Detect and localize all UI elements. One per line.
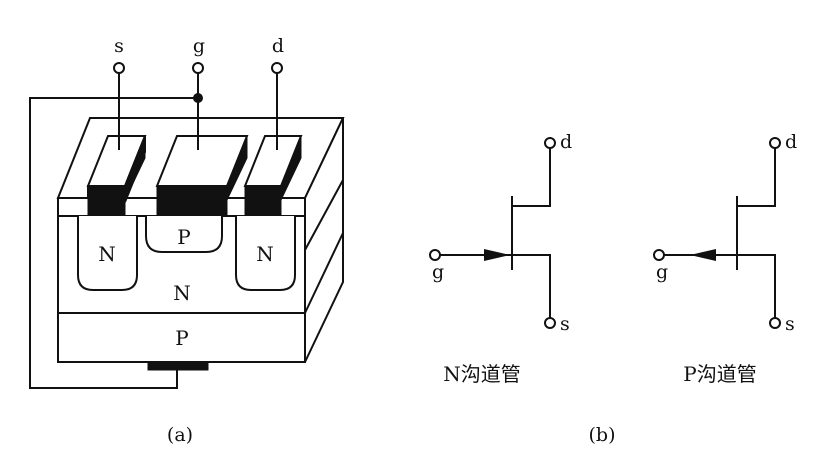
source-contact [87,197,126,217]
substrate-contact [147,361,209,371]
left-well-label: N [98,242,116,266]
left-n-well [77,216,138,291]
n-channel-symbol: d s g N沟道管 [429,131,572,386]
p-drain-wire [737,148,776,207]
n-channel-title: N沟道管 [443,362,521,386]
p-source-terminal [769,317,781,329]
n-gate-arrow-icon [484,249,510,261]
n-drain-label: d [560,131,572,153]
gate-electrode [155,135,249,201]
drain-electrode [243,135,303,201]
p-gate-arrow-icon [690,249,716,261]
gate-terminal-label: g [193,35,205,57]
drain-terminal-label: d [272,35,284,57]
drain-terminal [271,62,283,74]
p-source-wire [737,254,776,318]
n-drain-terminal [544,137,556,149]
n-source-terminal [544,317,556,329]
source-terminal [113,62,125,74]
source-electrode [86,135,147,203]
figure-a-device: N P N N P s g d (a) [29,35,345,446]
gate-contact [156,197,228,217]
drain-contact [244,197,282,217]
right-well-label: N [256,242,274,266]
right-face-boundary-lower [304,232,344,314]
p-channel-symbol: d s g P沟道管 [653,131,797,386]
p-gate-terminal [653,249,665,261]
p-gate-label: g [656,261,668,283]
p-source-label: s [785,313,795,335]
n-source-label: s [560,313,570,335]
substrate-label: P [175,326,188,350]
gate-terminal [192,62,204,74]
gate-substrate-wire [29,97,198,389]
n-gate-terminal [429,249,441,261]
p-drain-terminal [769,137,781,149]
p-drain-label: d [785,131,797,153]
n-drain-wire [512,148,551,207]
junction-dot [193,93,203,103]
gate-p-region [145,216,223,253]
right-face-boundary-upper [304,179,344,251]
source-terminal-label: s [114,35,124,57]
caption-a: (a) [167,424,193,446]
right-n-well [235,216,296,291]
channel-layer-label: N [173,281,191,305]
n-source-wire [512,254,551,318]
n-gate-label: g [432,261,444,283]
p-channel-title: P沟道管 [683,362,756,386]
caption-b: (b) [589,424,616,446]
gate-region-label: P [177,225,190,249]
